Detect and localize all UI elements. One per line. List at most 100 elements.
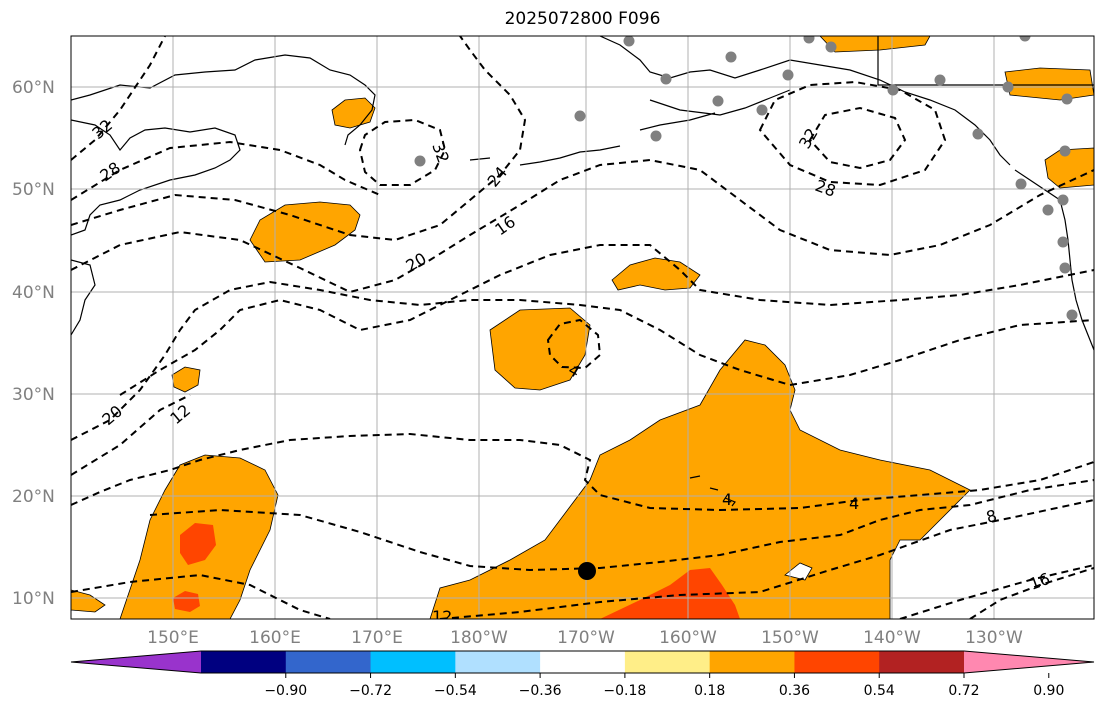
colorbar-tick-label: 0.36 (779, 683, 810, 699)
contour-line-24 (71, 36, 527, 242)
contour-label: 32 (428, 140, 453, 166)
lat-tick-label: 60°N (12, 78, 55, 98)
contour-line-closed-alaska-inner (808, 106, 907, 170)
contour-label: 12 (432, 607, 452, 626)
colorbar-segment (624, 651, 711, 673)
lon-tick-label: 150°E (147, 628, 199, 648)
coastline-hawaii (689, 475, 736, 507)
colorbar-tick-label: 0.90 (1033, 683, 1064, 699)
contour-line-4 (71, 432, 1094, 512)
contour-label: 28 (813, 176, 839, 201)
lat-tick-label: 10°N (12, 589, 55, 609)
station-marker (756, 104, 768, 116)
contour-label: 16 (491, 212, 519, 239)
lon-tick-label: 170°W (557, 628, 615, 648)
strong-anomaly-region-west-2 (173, 591, 200, 612)
lon-tick-label: 160°E (249, 628, 301, 648)
contour-line-32-west (71, 36, 166, 161)
station-marker (803, 36, 815, 44)
anomaly-region-kamchatka (331, 97, 376, 129)
lon-tick-label: 130°W (965, 628, 1023, 648)
contour-line-20 (71, 158, 1094, 294)
lat-tick-label: 20°N (12, 487, 55, 507)
contour-line-16-east (969, 567, 1094, 619)
colorbar-tick-label: −0.90 (264, 683, 307, 699)
anomaly-region-edge-small (71, 589, 106, 613)
station-marker (1042, 204, 1054, 216)
station-marker (972, 128, 984, 140)
colorbar-segment (285, 651, 372, 673)
station-marker (887, 84, 899, 96)
strong-anomaly-region-west-1 (180, 523, 216, 565)
anomaly-fill-regions (71, 36, 1094, 619)
contour-line-4-bottom (149, 479, 1094, 572)
colorbar-tick-label: −0.18 (603, 683, 646, 699)
station-marker (1019, 36, 1031, 42)
lon-tick-label: 150°W (761, 628, 819, 648)
contour-line-closed-north (358, 118, 447, 186)
contour-line-8 (71, 499, 1094, 619)
anomaly-region-north-west (249, 201, 361, 263)
station-marker (623, 36, 635, 47)
contour-label: 16 (1027, 569, 1053, 594)
coastline-alaska (599, 36, 1011, 166)
colorbar-segment (455, 651, 541, 673)
canada-us-border (877, 36, 1094, 86)
station-marker (934, 74, 946, 86)
contour-line-16-mid (119, 244, 1094, 396)
station-marker (1059, 145, 1071, 157)
colorbar-extend-low (71, 651, 201, 673)
coastlines (71, 36, 1094, 507)
station-marker (1057, 194, 1069, 206)
colorbar-segment (879, 651, 965, 673)
contour-line-8-west (71, 394, 191, 476)
contour-labels: 32 28 32 24 16 20 32 28 20 12 4 4 4 8 16… (88, 115, 1053, 626)
colorbar-extend-high (964, 651, 1094, 673)
storm-center-marker (578, 562, 596, 580)
coastline-north-america-west (1014, 169, 1094, 351)
plot-frame (70, 35, 1095, 620)
anomaly-hole (784, 562, 813, 581)
station-marker (712, 95, 724, 107)
contour-line-12 (71, 280, 1094, 441)
station-marker (574, 110, 586, 122)
colorbar: −0.90 −0.72 −0.54 −0.36 −0.18 0.18 0.36 0.54 0.7… (70, 650, 1095, 699)
station-marker (1002, 81, 1014, 93)
station-marker (660, 73, 672, 85)
lon-tick-label: 160°W (659, 628, 717, 648)
contour-lines (71, 36, 1094, 619)
lon-tick-label: 140°W (863, 628, 921, 648)
anomaly-region-small-west (171, 366, 201, 393)
station-marker (1066, 309, 1078, 321)
station-marker (414, 155, 426, 167)
colorbar-segment (540, 651, 626, 673)
station-markers (414, 36, 1078, 321)
colorbar-tick-label: −0.72 (349, 683, 392, 699)
coastline-aleutians (469, 145, 621, 166)
anomaly-region-northeast (1004, 67, 1094, 101)
station-marker (825, 41, 837, 53)
contour-line-closed-alaska-32 (758, 80, 947, 187)
anomaly-region-alaska-north (819, 36, 931, 53)
colorbar-tick-label: 0.18 (694, 683, 725, 699)
lon-tick-label: 170°E (351, 628, 403, 648)
contour-line-closed-subtropic (546, 318, 602, 370)
colorbar-tick-label: 0.72 (948, 683, 979, 699)
contour-line-12-east (899, 564, 1094, 619)
contour-label: 4 (849, 494, 859, 513)
strong-anomaly-regions (173, 523, 740, 619)
station-marker (1015, 178, 1027, 190)
map-title: 2025072800 F096 (504, 9, 661, 29)
colorbar-tick-label: 0.54 (864, 683, 895, 699)
colorbar-outline (70, 650, 1095, 674)
station-marker (650, 130, 662, 142)
contour-label: 20 (403, 249, 430, 276)
lon-tick-label: 180°W (450, 628, 508, 648)
longitude-axis: 150°E 160°E 170°E 180°W 170°W 160°W 150°… (147, 628, 1023, 648)
contour-label: 4 (722, 490, 732, 509)
contour-label: 8 (984, 506, 999, 527)
colorbar-segment (709, 651, 795, 673)
contour-label: 20 (98, 401, 126, 429)
colorbar-segment (201, 651, 287, 673)
